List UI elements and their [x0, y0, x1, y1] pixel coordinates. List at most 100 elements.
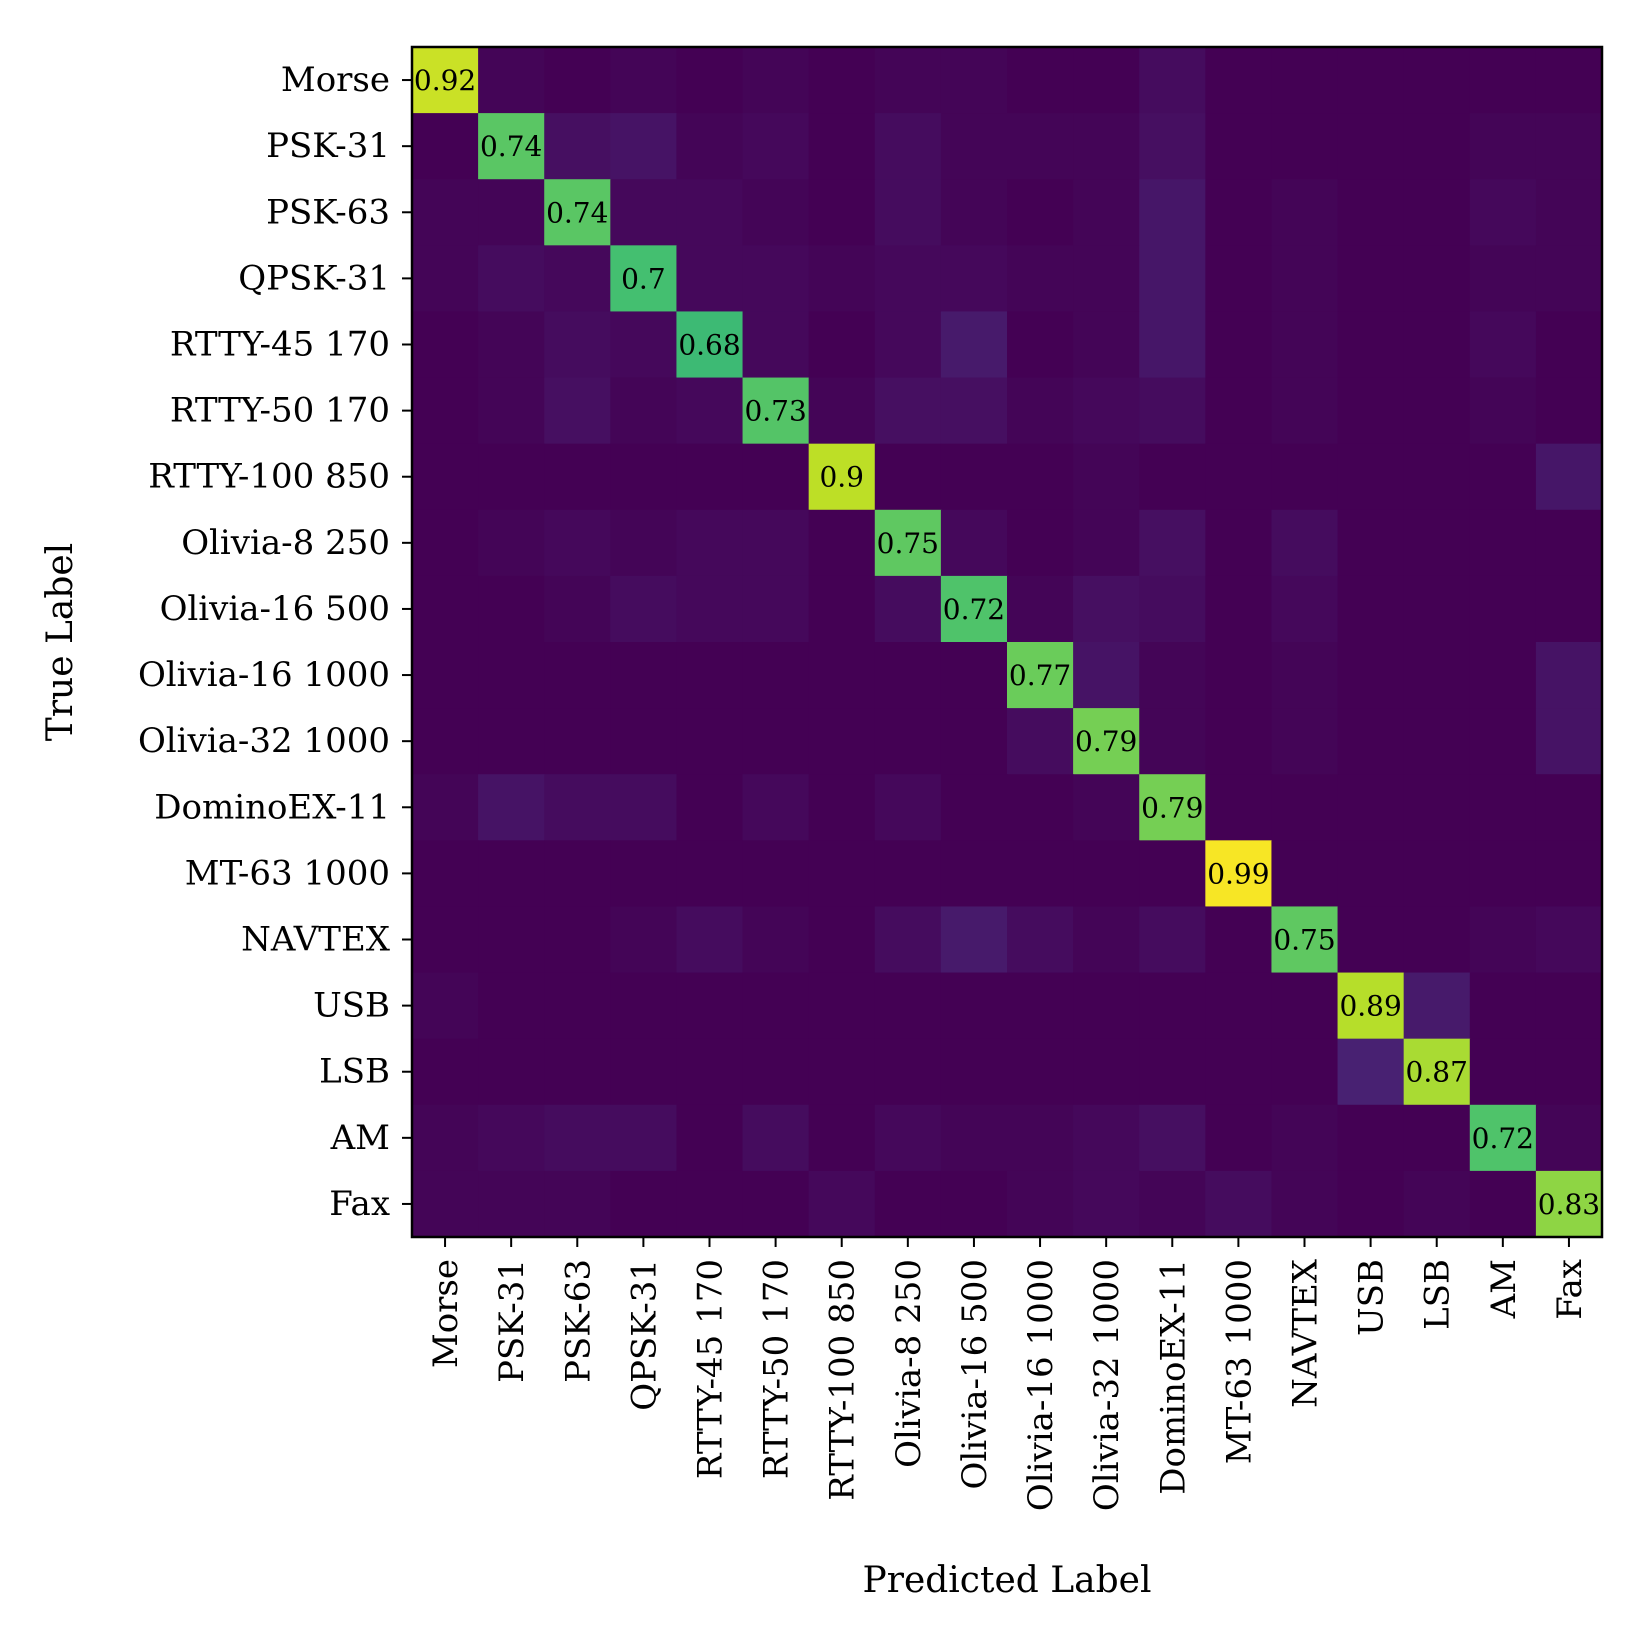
heatmap-cell [412, 443, 479, 511]
heatmap-cell [676, 377, 744, 445]
heatmap-cell [808, 509, 876, 577]
heatmap-cell [1469, 840, 1537, 908]
heatmap-cell [1205, 708, 1273, 775]
heatmap-cell [610, 377, 678, 445]
heatmap-cell [1073, 47, 1140, 114]
heatmap-cell [940, 311, 1008, 379]
cell-value-label: 0.74 [480, 130, 542, 163]
heatmap-cell [1139, 906, 1206, 974]
heatmap-cell [742, 1104, 810, 1172]
heatmap-cell [742, 509, 810, 577]
heatmap-cell [874, 1038, 942, 1106]
heatmap-cell [676, 840, 744, 908]
heatmap-cell [1205, 113, 1273, 180]
heatmap-cell [676, 443, 744, 511]
heatmap-cell [1469, 443, 1537, 511]
heatmap-cell [1535, 840, 1603, 908]
heatmap-cell [808, 1038, 876, 1106]
heatmap-cell [1469, 377, 1537, 445]
heatmap-cell [610, 179, 678, 246]
heatmap-cell [1337, 1104, 1405, 1172]
heatmap-cell [1535, 1170, 1603, 1238]
heatmap-cell [1205, 1104, 1273, 1172]
heatmap-cell [940, 1170, 1008, 1238]
heatmap-cell [1469, 972, 1537, 1040]
y-tick-label: RTTY-100 850 [148, 457, 390, 497]
heatmap-cell [1073, 1170, 1140, 1238]
y-tick-label: Fax [329, 1184, 390, 1224]
heatmap-cell [1337, 972, 1405, 1040]
heatmap-cell [1139, 245, 1206, 313]
heatmap-cell [610, 1170, 678, 1238]
heatmap-cell [478, 1170, 545, 1238]
heatmap-cell [1007, 1104, 1074, 1172]
heatmap-cell [544, 245, 611, 313]
heatmap-cell [1271, 509, 1339, 577]
heatmap-cell [742, 906, 810, 974]
heatmap-cell [808, 311, 876, 379]
heatmap-cell [1271, 906, 1339, 974]
heatmap-cell [1139, 113, 1206, 180]
heatmap-cell [874, 840, 942, 908]
heatmap-cell [676, 575, 744, 643]
heatmap-cell [808, 113, 876, 180]
heatmap-cell [1469, 509, 1537, 577]
heatmap-cell [1337, 1170, 1405, 1238]
heatmap-cell [874, 311, 942, 379]
heatmap-cell [1073, 972, 1140, 1040]
heatmap-cell [1007, 47, 1074, 114]
heatmap-cell [1469, 1104, 1537, 1172]
heatmap-cell [478, 1104, 545, 1172]
heatmap-cell [1535, 1038, 1603, 1106]
y-tick-label: NAVTEX [241, 920, 391, 960]
heatmap-cell [544, 509, 611, 577]
heatmap-cell [808, 972, 876, 1040]
heatmap-cell [1007, 443, 1074, 511]
heatmap-cell [412, 642, 479, 709]
heatmap-cell [1139, 377, 1206, 445]
heatmap-cell [1205, 972, 1273, 1040]
heatmap-cell [874, 179, 942, 246]
heatmap-cell [1007, 179, 1074, 246]
heatmap-cell [478, 509, 545, 577]
heatmap-cell [1403, 1038, 1471, 1106]
heatmap-cell [1271, 245, 1339, 313]
cell-value-label: 0.7 [621, 262, 666, 295]
heatmap-cell [1469, 774, 1537, 841]
heatmap-cell [742, 642, 810, 709]
y-tick-label: RTTY-45 170 [170, 325, 390, 365]
heatmap-cell [1139, 1170, 1206, 1238]
heatmap-cell [1205, 840, 1273, 908]
heatmap-cell [544, 1170, 611, 1238]
heatmap-cell [874, 642, 942, 709]
heatmap-cell [478, 245, 545, 313]
heatmap-cell [1403, 972, 1471, 1040]
heatmap-cell [412, 1104, 479, 1172]
heatmap-cell [1469, 575, 1537, 643]
heatmap-cell [412, 906, 479, 974]
heatmap-cell [610, 642, 678, 709]
heatmap-cell [1271, 47, 1339, 114]
heatmap-cell [1007, 311, 1074, 379]
x-tick-label: AM [1484, 1259, 1524, 1319]
heatmap-cell [676, 972, 744, 1040]
heatmap-cell [1205, 377, 1273, 445]
x-axis-ticks: Morse PSK-31 PSK-63 QPSK-31 RTTY-45 170 RTTY-… [426, 1237, 1590, 1511]
heatmap-cell [1535, 443, 1603, 511]
heatmap-cell [1073, 906, 1140, 974]
heatmap-cell [1535, 311, 1603, 379]
heatmap-cell [478, 774, 545, 841]
heatmap-cell [1205, 509, 1273, 577]
heatmap-cell [742, 972, 810, 1040]
heatmap-cell [940, 1038, 1008, 1106]
heatmap-cell [1535, 509, 1603, 577]
heatmap-cell [1403, 509, 1471, 577]
heatmap-cell [1469, 179, 1537, 246]
heatmap-cell [1535, 179, 1603, 246]
heatmap-cell [478, 113, 545, 180]
heatmap-cell [1337, 840, 1405, 908]
heatmap-cell [1073, 245, 1140, 313]
cell-value-label: 0.99 [1207, 857, 1269, 890]
heatmap-cell [1073, 1104, 1140, 1172]
